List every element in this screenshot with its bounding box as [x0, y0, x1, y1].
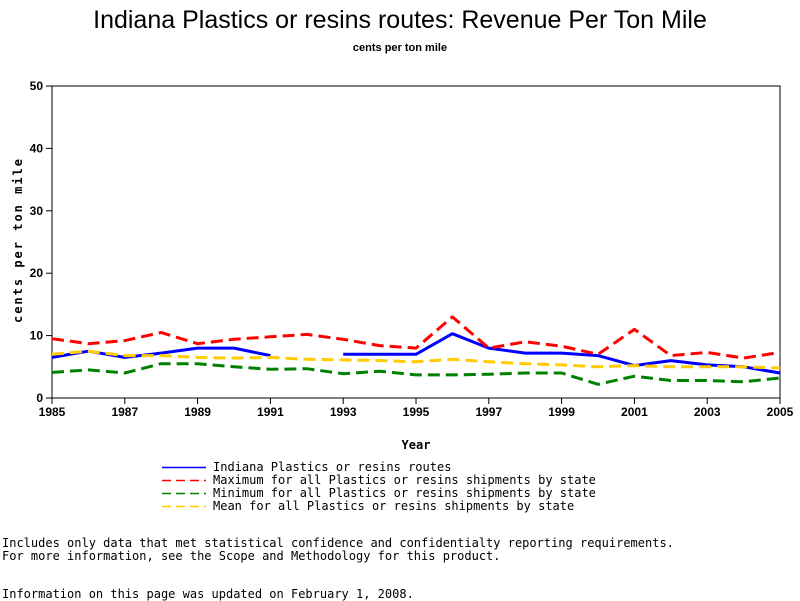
x-tick-label: 1999: [548, 405, 575, 419]
x-tick-label: 1987: [111, 405, 138, 419]
y-tick-label: 0: [36, 391, 43, 405]
y-tick-label: 10: [30, 329, 44, 343]
legend-swatch-2: [162, 492, 206, 495]
series-line-0: [343, 332, 781, 375]
footnote-methodology: For more information, see the Scope and …: [2, 549, 501, 563]
footnote-confidentiality: Includes only data that met statistical …: [2, 536, 674, 550]
y-tick-label: 30: [30, 204, 44, 218]
series-line-2: [51, 362, 781, 386]
legend-label-0: Indiana Plastics or resins routes: [213, 460, 452, 474]
x-tick-label: 2001: [621, 405, 648, 419]
footnote-updated: Information on this page was updated on …: [2, 587, 414, 601]
y-axis-title: cents per ton mile: [11, 157, 25, 323]
series-line-3: [51, 349, 781, 370]
legend-label-2: Minimum for all Plastics or resins shipm…: [213, 486, 596, 500]
x-tick-label: 2005: [767, 405, 794, 419]
y-tick-label: 50: [30, 79, 44, 93]
x-tick-label: 1993: [330, 405, 357, 419]
legend-swatch-0: [162, 466, 206, 469]
legend-swatch-1: [162, 479, 206, 482]
series-line-1: [51, 315, 781, 360]
x-tick-label: 1995: [403, 405, 430, 419]
line-chart: 0 10 20 30 40 50 1985 1987 1989 1991 1993 1995 1997 1…: [11, 79, 794, 452]
chart-subtitle: cents per ton mile: [352, 42, 448, 54]
x-tick-label: 1997: [475, 405, 502, 419]
chart-title: Indiana Plastics or resins routes: Reven…: [93, 6, 707, 34]
x-tick-label: 1989: [184, 405, 211, 419]
y-tick-label: 20: [30, 266, 44, 280]
x-axis-title: Year: [402, 438, 431, 452]
legend-swatch-3: [162, 505, 206, 508]
x-tick-label: 2003: [694, 405, 721, 419]
y-tick-label: 40: [30, 141, 44, 155]
x-tick-label: 1991: [257, 405, 284, 419]
x-tick-label: 1985: [39, 405, 66, 419]
plot-frame: [51, 85, 781, 399]
legend-label-3: Mean for all Plastics or resins shipment…: [213, 499, 575, 513]
legend-label-1: Maximum for all Plastics or resins shipm…: [213, 473, 596, 487]
